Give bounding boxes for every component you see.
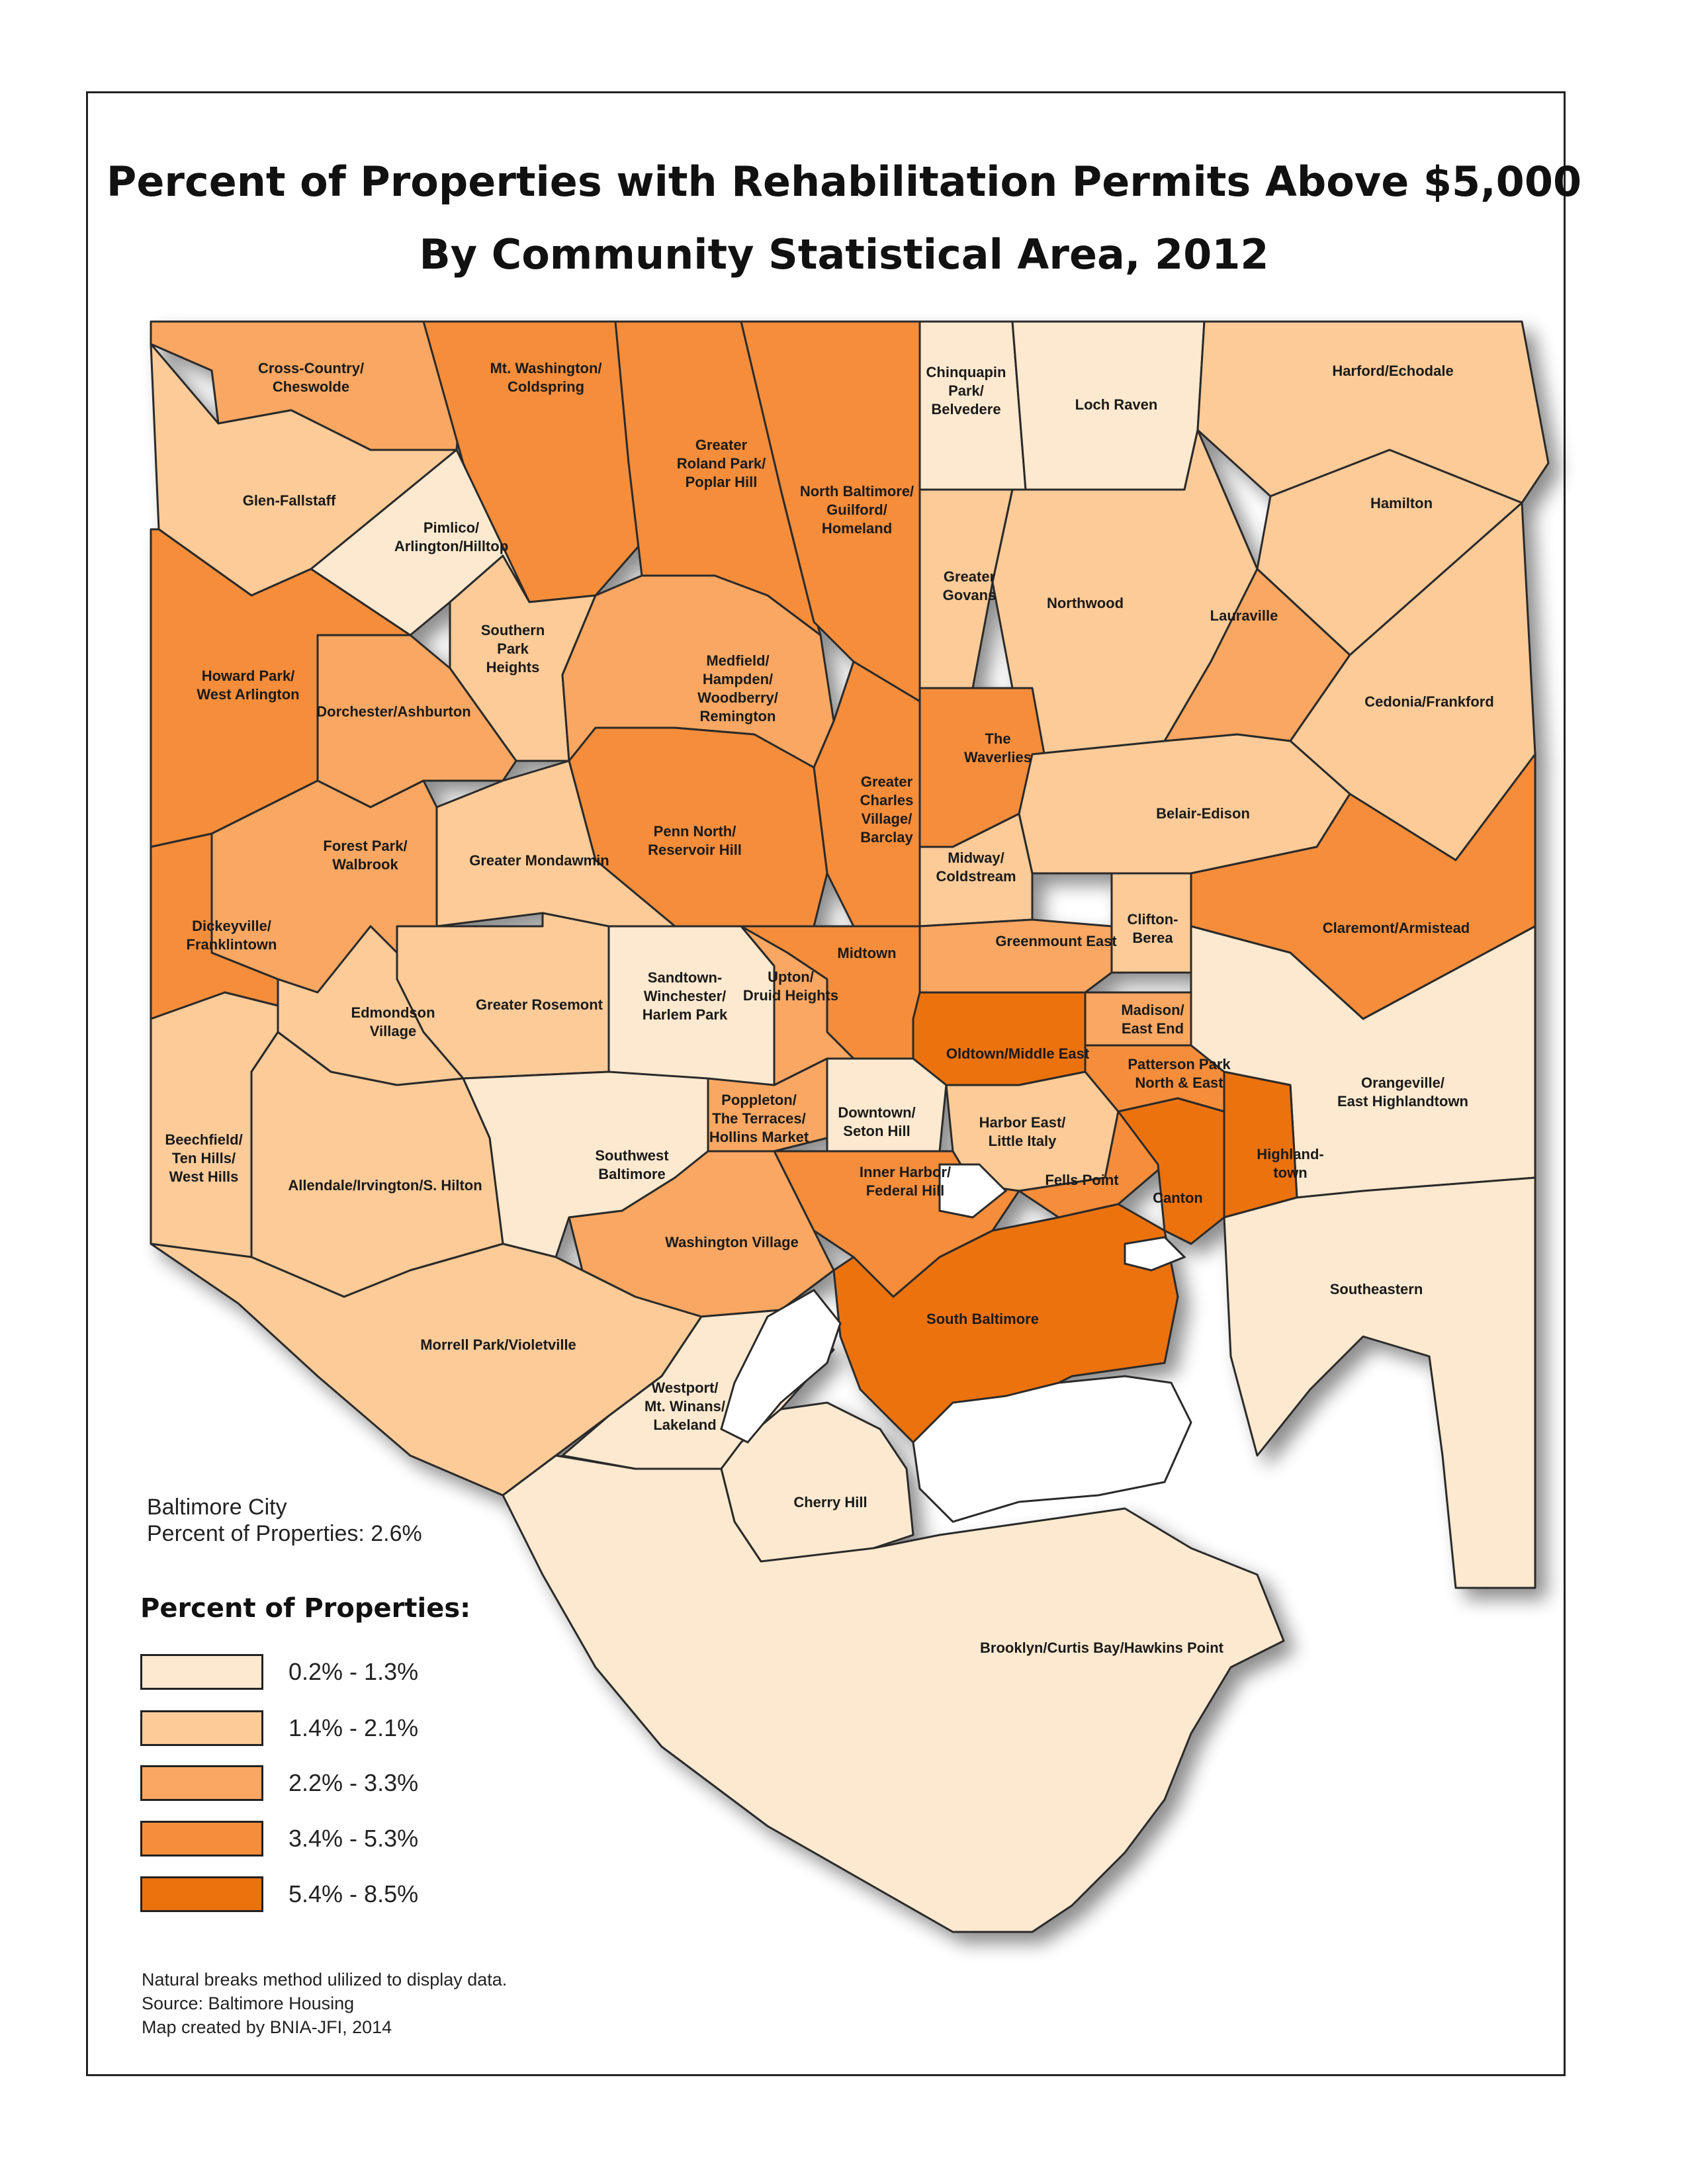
legend-swatch [140, 1821, 263, 1856]
map-notes: Natural breaks method ulilized to displa… [142, 1968, 507, 2039]
csa-label-cedonia-frankford: Cedonia/Frankford [1364, 693, 1494, 710]
csa-label-greater-roland-park-poplar-hill: Greater Roland Park/Poplar Hill [677, 437, 766, 490]
source-note: Source: Baltimore Housing [142, 1993, 355, 2013]
csa-label-sandtown-winchester-harlem-park: Sandtown-Winchester/Harlem Park [643, 969, 728, 1023]
csa-label-harford-echodale: Harford/Echodale [1332, 363, 1453, 379]
csa-label-medfield-hampden-woodberry-remington: Medfield/Hampden/Woodberry/Remington [697, 652, 778, 724]
csa-label-clifton-berea: Clifton-Berea [1128, 911, 1178, 946]
csa-label-harbor-east-little-italy: Harbor East/Little Italy [979, 1114, 1066, 1149]
harbor-water [912, 1375, 1192, 1523]
csa-label-forest-park-walbrook: Forest Park/Walbrook [323, 838, 407, 873]
csa-region-madison-east-end [1084, 991, 1192, 1047]
csa-label-greater-rosemont: Greater Rosemont [476, 996, 603, 1013]
legend-item: 5.4% - 8.5% [140, 1876, 418, 1912]
csa-label-inner-harbor-federal-hill: Inner Harbor/Federal Hill [860, 1164, 951, 1199]
csa-region-canton [1117, 1097, 1225, 1245]
csa-region-greenmount-east [918, 918, 1113, 994]
csa-label-north-baltimore-guilford-homeland: North Baltimore/Guilford/Homeland [800, 483, 914, 537]
csa-label-dorchester-ashburton: Dorchester/Ashburton [316, 703, 470, 720]
csa-label-allendale-irvington-s-hilton: Allendale/Irvington/S. Hilton [288, 1177, 482, 1194]
legend-swatch [140, 1654, 263, 1690]
csa-label-howard-park-west-arlington: Howard Park/West Arlington [197, 668, 299, 703]
csa-label-upton-druid-heights: Upton/Druid Heights [743, 969, 838, 1004]
csa-label-greater-charles-village-barclay: Greater Charles Village/Barclay [860, 773, 914, 846]
csa-label-belair-edison: Belair-Edison [1156, 805, 1250, 822]
harbor-water [720, 1289, 842, 1444]
csa-label-southern-park-heights: Southern Park Heights [481, 622, 545, 676]
legend-title: Percent of Properties: [140, 1593, 471, 1624]
csa-label-greenmount-east: Greenmount East [995, 933, 1117, 949]
csa-label-greater-mondawmin: Greater Mondawmin [469, 852, 609, 869]
csa-label-dickeyville-franklintown: Dickeyville/Franklintown [187, 918, 277, 953]
csa-label-the-waverlies: The Waverlies [964, 730, 1032, 765]
csa-label-lauraville: Lauraville [1210, 607, 1278, 624]
legend-label: 1.4% - 2.1% [289, 1714, 419, 1741]
csa-label-southwest-baltimore: Southwest Baltimore [595, 1147, 669, 1182]
csa-region-highlandtown [1223, 1070, 1298, 1219]
credit-note: Map created by BNIA-JFI, 2014 [142, 2017, 392, 2037]
city-summary-percent: Percent of Properties: 2.6% [147, 1521, 422, 1546]
legend-swatch [140, 1710, 263, 1746]
legend-label: 5.4% - 8.5% [289, 1880, 419, 1907]
csa-label-poppleton-the-terraces-hollins-market: Poppleton/The Terraces/Hollins Market [709, 1092, 809, 1145]
csa-label-greater-govans: Greater Govans [943, 568, 997, 603]
csa-label-patterson-park-north-east: Patterson Park North & East [1128, 1056, 1231, 1091]
map-title-line-2: By Community Statistical Area, 2012 [419, 230, 1269, 279]
csa-label-morrell-park-violetville: Morrell Park/Violetville [420, 1336, 576, 1353]
csa-label-westport-mt-winans-lakeland: Westport/Mt. Winans/Lakeland [644, 1379, 725, 1433]
csa-region-sandtown-winchester-harlem-park [607, 925, 776, 1086]
harbor-water [1124, 1236, 1186, 1272]
csa-region-brooklyn-curtis-bay-hawkins-point [502, 1454, 1285, 1933]
csa-label-chinquapin-park-belvedere: Chinquapin Park/Belvedere [926, 364, 1006, 417]
csa-region-oldtown-middle-east [912, 991, 1087, 1086]
csa-label-orangeville-east-highlandtown: Orangeville/East Highlandtown [1337, 1074, 1468, 1110]
map-title-line-1: Percent of Properties with Rehabilitatio… [106, 157, 1582, 206]
legend-item: 1.4% - 2.1% [140, 1710, 418, 1746]
csa-label-northwood: Northwood [1047, 595, 1124, 611]
legend-swatch [140, 1876, 263, 1912]
legend-item: 3.4% - 5.3% [140, 1821, 418, 1856]
csa-label-pimlico-arlington-hilltop: Pimlico/Arlington/Hilltop [394, 519, 508, 554]
csa-label-southeastern: Southeastern [1330, 1281, 1423, 1297]
csa-label-edmondson-village: Edmondson Village [351, 1004, 435, 1039]
csa-label-south-baltimore: South Baltimore [926, 1311, 1039, 1327]
csa-label-glen-fallstaff: Glen-Fallstaff [243, 492, 336, 509]
csa-label-fells-point: Fells Point [1045, 1172, 1119, 1188]
csa-label-hamilton: Hamilton [1370, 495, 1433, 511]
csa-label-washington-village: Washington Village [665, 1234, 799, 1250]
csa-label-loch-raven: Loch Raven [1075, 396, 1158, 413]
csa-region-southeastern [1223, 1176, 1536, 1589]
csa-label-claremont-armistead: Claremont/Armistead [1323, 920, 1470, 936]
legend-label: 2.2% - 3.3% [289, 1769, 419, 1796]
csa-label-cherry-hill: Cherry Hill [793, 1494, 867, 1510]
map-frame [86, 91, 1566, 2076]
legend-label: 0.2% - 1.3% [289, 1658, 419, 1685]
legend-item: 0.2% - 1.3% [140, 1654, 418, 1690]
csa-label-cross-country-cheswolde: Cross-Country/Cheswolde [258, 360, 364, 395]
legend-swatch [140, 1765, 263, 1801]
csa-label-brooklyn-curtis-bay-hawkins-point: Brooklyn/Curtis Bay/Hawkins Point [980, 1639, 1224, 1656]
csa-label-midtown: Midtown [837, 945, 896, 961]
csa-label-mt-washington-coldspring: Mt. Washington/Coldspring [490, 360, 601, 395]
csa-label-penn-north-reservoir-hill: Penn North/Reservoir Hill [648, 823, 742, 858]
csa-label-downtown-seton-hill: Downtown/Seton Hill [838, 1104, 915, 1139]
csa-label-canton: Canton [1153, 1190, 1203, 1206]
legend-label: 3.4% - 5.3% [289, 1825, 419, 1852]
csa-label-midway-coldstream: Midway/Coldstream [936, 850, 1016, 885]
csa-label-highlandtown: Highland-town [1257, 1146, 1323, 1181]
csa-label-madison-east-end: Madison/East End [1121, 1002, 1184, 1037]
harbor-water [938, 1163, 1008, 1219]
method-note: Natural breaks method ulilized to displa… [142, 1970, 508, 1989]
csa-region-greater-govans [918, 488, 1014, 689]
csa-region-south-baltimore [832, 1203, 1179, 1457]
city-summary-title: Baltimore City [147, 1495, 287, 1520]
csa-label-oldtown-middle-east: Oldtown/Middle East [946, 1045, 1090, 1062]
csa-label-beechfield-ten-hills-west-hills: Beechfield/Ten Hills/West Hills [165, 1131, 242, 1185]
legend-item: 2.2% - 3.3% [140, 1765, 418, 1801]
